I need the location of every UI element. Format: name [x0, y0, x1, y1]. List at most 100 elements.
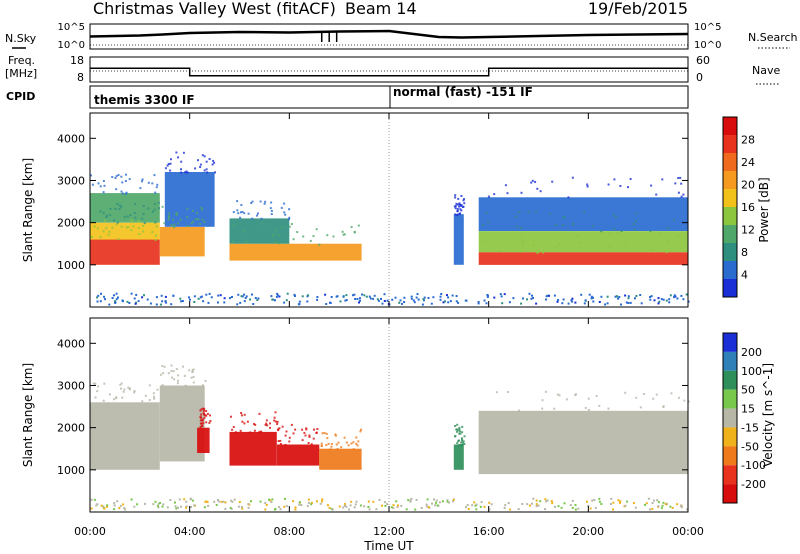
ground-clutter-cell — [571, 506, 574, 509]
ground-clutter-cell — [493, 296, 496, 299]
ground-clutter-cell — [256, 299, 259, 302]
scatter-cell — [236, 200, 239, 203]
scatter-cell — [558, 394, 561, 397]
ground-clutter-cell — [174, 505, 177, 508]
ground-clutter-cell — [224, 501, 227, 504]
scatter-cell — [132, 225, 135, 228]
ground-clutter-cell — [407, 499, 410, 502]
scatter-cell — [121, 181, 124, 184]
scatter-cell — [355, 436, 358, 439]
ground-clutter-cell — [181, 300, 184, 302]
scatter-cell — [462, 440, 465, 443]
ground-clutter-cell — [208, 292, 211, 295]
ground-clutter-cell — [425, 503, 428, 506]
scatter-cell — [236, 209, 239, 212]
ground-clutter-cell — [207, 504, 210, 507]
scatter-cell — [600, 230, 603, 233]
scatter-cell — [584, 406, 587, 409]
scatter-cell — [607, 183, 610, 186]
ground-clutter-cell — [651, 502, 654, 504]
ground-clutter-cell — [569, 504, 572, 506]
ground-clutter-cell — [210, 296, 213, 299]
scatter-cell — [635, 396, 638, 399]
ground-clutter-cell — [556, 300, 559, 303]
ground-clutter-cell — [286, 292, 289, 295]
ground-clutter-cell — [398, 301, 401, 304]
scatter-cell — [627, 186, 629, 189]
ground-clutter-cell — [276, 294, 279, 297]
ground-clutter-cell — [619, 501, 621, 504]
ground-clutter-cell — [657, 501, 660, 504]
scatter-cell — [199, 409, 202, 412]
ground-clutter-cell — [329, 302, 332, 304]
cpid-segment-2: normal (fast) -151 IF — [393, 85, 533, 99]
ground-clutter-cell — [298, 300, 301, 303]
scatter-cell — [180, 171, 183, 174]
scatter-cell — [498, 238, 501, 241]
scatter-cell — [586, 183, 589, 186]
scatter-cell — [254, 423, 257, 426]
ground-clutter-cell — [365, 295, 368, 298]
ground-clutter-cell — [545, 295, 548, 298]
scatter-cell — [613, 227, 616, 230]
heatmap-region — [164, 172, 215, 227]
scatter-cell — [243, 212, 246, 215]
ground-clutter-cell — [571, 297, 574, 300]
ground-clutter-cell — [687, 300, 690, 303]
scatter-cell — [457, 440, 460, 443]
scatter-cell — [142, 225, 145, 227]
scatter-cell — [308, 435, 311, 438]
ground-clutter-cell — [307, 294, 310, 297]
ground-clutter-cell — [161, 300, 164, 303]
ground-clutter-cell — [217, 301, 219, 304]
scatter-cell — [153, 174, 156, 177]
scatter-cell — [521, 240, 524, 243]
scatter-cell — [154, 191, 157, 194]
ground-clutter-cell — [415, 498, 418, 501]
ground-clutter-cell — [473, 501, 476, 504]
ground-clutter-cell — [592, 296, 594, 299]
scatter-cell — [154, 239, 157, 241]
scatter-cell — [461, 443, 464, 446]
scatter-cell — [278, 427, 281, 430]
scatter-cell — [114, 177, 117, 179]
ground-clutter-cell — [275, 295, 278, 298]
ground-clutter-cell — [532, 297, 534, 299]
ground-clutter-cell — [577, 507, 580, 510]
heatmap-region — [229, 243, 362, 261]
ground-clutter-cell — [161, 505, 164, 508]
nsearch-tick-bottom: 10^0 — [694, 40, 721, 51]
x-tick-label: 00:00 — [672, 525, 704, 538]
scatter-cell — [153, 208, 156, 211]
ground-clutter-cell — [442, 500, 444, 503]
ground-clutter-cell — [353, 506, 356, 509]
scatter-cell — [202, 422, 205, 425]
colorbar-tick-label: -15 — [741, 421, 759, 434]
scatter-cell — [142, 205, 145, 207]
scatter-cell — [265, 419, 268, 422]
ground-clutter-cell — [156, 504, 159, 507]
y-tick-label: 4000 — [57, 132, 85, 145]
ground-clutter-cell — [141, 296, 144, 299]
colorbar-tick-label: 8 — [741, 246, 748, 259]
colorbar-tick-label: -100 — [741, 459, 766, 472]
ground-clutter-cell — [115, 292, 118, 295]
ground-clutter-cell — [170, 303, 173, 306]
scatter-cell — [201, 384, 204, 387]
ground-clutter-cell — [421, 303, 424, 306]
scatter-cell — [554, 224, 557, 227]
scatter-cell — [456, 208, 459, 210]
ground-clutter-cell — [545, 298, 548, 301]
ground-clutter-cell — [149, 302, 152, 305]
ground-clutter-cell — [298, 501, 301, 504]
ground-clutter-cell — [224, 507, 227, 510]
ground-clutter-cell — [114, 302, 117, 304]
scatter-cell — [462, 441, 465, 444]
scatter-cell — [168, 216, 170, 219]
ground-clutter-cell — [217, 499, 219, 501]
ground-clutter-cell — [237, 293, 240, 296]
scatter-cell — [607, 407, 610, 410]
scatter-cell — [211, 163, 214, 166]
nsearch-tick-top: 10^5 — [694, 22, 721, 33]
scatter-cell — [682, 193, 685, 196]
